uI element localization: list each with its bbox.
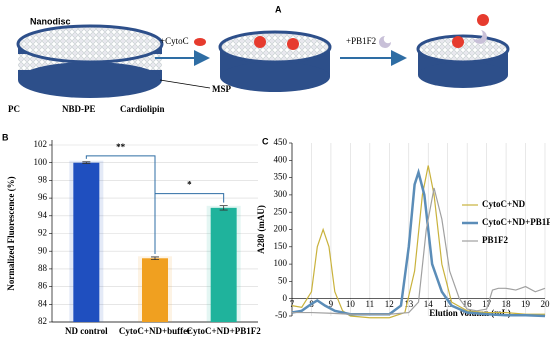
x-tick-label: 18	[502, 299, 512, 309]
y-tick-label: 88	[38, 263, 48, 273]
lipid-label: Cardiolipin	[120, 104, 165, 114]
y-tick-label: 90	[38, 245, 48, 255]
y-tick-label: 150	[274, 241, 288, 251]
y-tick-label: 86	[38, 281, 48, 291]
legend-label: CytoC+ND	[482, 199, 526, 209]
bracket	[154, 193, 225, 254]
nanodisc	[16, 24, 164, 98]
pointer	[159, 79, 211, 89]
panel-label: C	[262, 136, 269, 146]
legend-label: CytoC+ND+PB1F2	[482, 217, 550, 227]
x-tick-label: 9	[329, 299, 334, 309]
panel-label: A	[275, 4, 282, 14]
y-tick-label: 0	[283, 293, 288, 303]
x-tick-label: 13	[404, 299, 414, 309]
error-bar	[219, 205, 228, 211]
y-tick-label: 92	[38, 228, 47, 238]
legend-label: PB1F2	[482, 235, 508, 245]
y-tick-label: 250	[274, 206, 288, 216]
x-tick-label: 16	[463, 299, 473, 309]
y-tick-label: 82	[38, 316, 47, 326]
step-label: +CytoC	[160, 36, 189, 46]
x-tick-label: 15	[443, 299, 453, 309]
x-tick-label: CytoC+ND+PB1F2	[187, 326, 262, 336]
bar	[73, 162, 100, 322]
y-tick-label: 100	[34, 157, 48, 167]
y-tick-label: 102	[34, 139, 48, 149]
line	[291, 167, 546, 318]
x-tick-label: 19	[521, 299, 531, 309]
msp-label: MSP	[212, 84, 232, 94]
title: Nanodisc	[30, 16, 71, 26]
y-tick-label: 200	[274, 224, 288, 234]
y-tick-label: 50	[278, 275, 288, 285]
bar	[210, 207, 237, 322]
lipid-label: PC	[8, 104, 20, 114]
y-tick-label: 350	[274, 172, 288, 182]
x-tick-label: 12	[385, 299, 394, 309]
x-tick-label: 20	[541, 299, 550, 309]
x-tick-label: 14	[424, 299, 434, 309]
x-tick-label: ND control	[65, 326, 108, 336]
y-tick-label: 96	[38, 192, 48, 202]
nanodisc	[218, 30, 332, 92]
x-tick-label: 10	[346, 299, 356, 309]
y-axis-label: Normalized Fluorescence (%)	[6, 176, 16, 290]
annotation: *	[187, 180, 192, 190]
y-tick-label: 400	[274, 154, 288, 164]
x-tick-label: 17	[482, 299, 492, 309]
y-tick-label: 450	[274, 137, 288, 147]
error-bar	[151, 256, 159, 261]
error-bar	[82, 161, 91, 164]
y-tick-label: 100	[274, 258, 288, 268]
line	[292, 187, 546, 315]
y-tick-label: -50	[275, 310, 287, 320]
diagram: A Nanodisc +CytoC +PB1F2 MSP PC NBD-PE C…	[8, 4, 510, 114]
y-tick-label: 300	[274, 189, 288, 199]
panel-label: B	[2, 132, 9, 142]
y-tick-label: 98	[38, 174, 48, 184]
y-tick-label: 94	[38, 210, 48, 220]
pb1f2-icon	[379, 36, 391, 48]
cytoc-icon	[194, 38, 206, 46]
x-tick-label: 11	[366, 299, 375, 309]
y-axis-label: A280 (mAU)	[256, 205, 266, 254]
y-tick-label: 84	[38, 298, 48, 308]
bar	[142, 258, 168, 322]
annotation: **	[116, 142, 126, 152]
lipid-label: NBD-PE	[62, 104, 96, 114]
step-label: +PB1F2	[346, 36, 376, 46]
x-tick-label: CytoC+ND+buffer	[119, 326, 191, 336]
nanodisc	[416, 14, 510, 88]
